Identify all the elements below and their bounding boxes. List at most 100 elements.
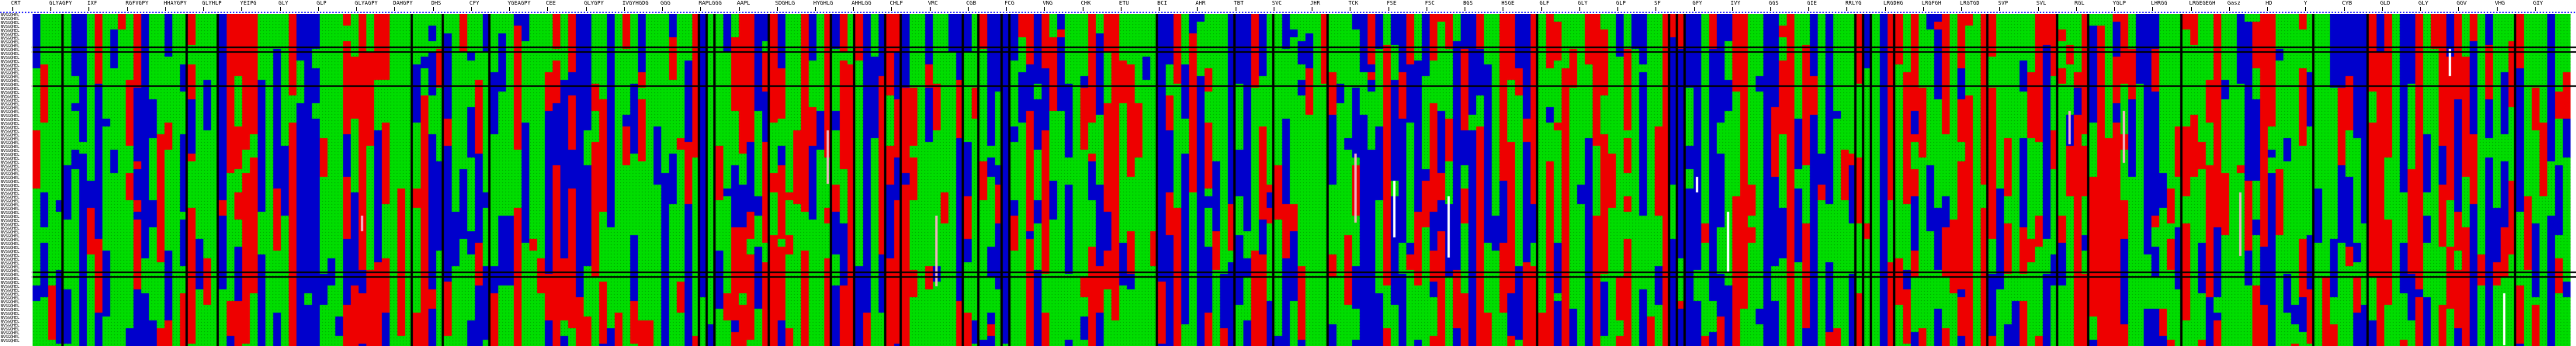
sequence-name[interactable]: NVSGQHEL (1, 308, 20, 313)
sequence-name[interactable]: NVSGQHEL (1, 71, 20, 76)
sequence-name[interactable]: NVSGQHEL (1, 172, 20, 177)
sequence-name[interactable]: NVSGQHEL (1, 176, 20, 181)
sequence-name[interactable]: NVSGQHEL (1, 110, 20, 115)
sequence-name[interactable]: NVSGQHEL (1, 250, 20, 254)
sequence-name[interactable]: NVSGQHEL (1, 114, 20, 119)
sequence-name[interactable]: NVSGQHEL (1, 258, 20, 262)
ruler-dot (1459, 12, 1461, 13)
sequence-name[interactable]: NVSGQHEL (1, 17, 20, 22)
sequence-name[interactable]: NVSGQHEL (1, 87, 20, 92)
sequence-name[interactable]: NVSGQHEL (1, 64, 20, 68)
ruler-dot (1444, 12, 1445, 13)
alignment-heatmap[interactable] (0, 14, 2576, 346)
sequence-name[interactable]: NVSGQHEL (1, 261, 20, 266)
sequence-name[interactable]: NVSGQHEL (1, 246, 20, 251)
sequence-name[interactable]: NVSGQHEL (1, 199, 20, 204)
sequence-name[interactable]: NVSGQHEL (1, 188, 20, 192)
sequence-name[interactable]: NVSGQHEL (1, 207, 20, 212)
sequence-name[interactable]: NVSGQHEL (1, 339, 20, 344)
ruler-dot (2105, 12, 2106, 13)
sequence-name[interactable]: NVSGQHEL (1, 126, 20, 130)
sequence-name[interactable]: NVSGQHEL (1, 281, 20, 285)
sequence-name[interactable]: NVSGQHEL (1, 242, 20, 247)
sequence-name[interactable]: NVSGQHEL (1, 25, 20, 29)
sequence-name[interactable]: NVSGQHEL (1, 91, 20, 95)
sequence-name[interactable]: NVSGQHEL (1, 149, 20, 154)
sequence-name[interactable]: NVSGQHEL (1, 320, 20, 324)
sequence-name[interactable]: NVSGQHEL (1, 254, 20, 258)
sequence-name[interactable]: NVSGQHEL (1, 29, 20, 33)
sequence-name[interactable]: NVSGQHEL (1, 157, 20, 161)
sequence-name[interactable]: NVSGQHEL (1, 141, 20, 146)
ruler-dot (2182, 12, 2184, 13)
sequence-name[interactable]: NVSGQHEL (1, 130, 20, 134)
ruler-dot (661, 12, 663, 13)
sequence-name[interactable]: NVSGQHEL (1, 184, 20, 189)
sequence-name[interactable]: NVSGQHEL (1, 238, 20, 243)
sequence-name[interactable]: NVSGQHEL (1, 292, 20, 297)
sequence-name[interactable]: NVSGQHEL (1, 296, 20, 301)
sequence-name[interactable]: NVSGQHEL (1, 195, 20, 200)
ruler-dot (1844, 12, 1846, 13)
sequence-name[interactable]: NVSGQHEL (1, 79, 20, 84)
sequence-name[interactable]: NVSGQHEL (1, 95, 20, 99)
sequence-name[interactable]: NVSGQHEL (1, 67, 20, 72)
sequence-name[interactable]: NVSGQHEL (1, 153, 20, 157)
sequence-name[interactable]: NVSGQHEL (1, 304, 20, 309)
ruler-dot (224, 12, 225, 13)
sequence-name[interactable]: NVSGQHEL (1, 215, 20, 220)
ruler-label: GLYAGPY (355, 0, 378, 6)
sequence-name[interactable]: NVSGQHEL (1, 327, 20, 332)
sequence-name[interactable]: NVSGQHEL (1, 21, 20, 26)
sequence-name[interactable]: NVSGQHEL (1, 219, 20, 223)
sequence-name[interactable]: NVSGQHEL (1, 164, 20, 169)
sequence-name[interactable]: NVSGQHEL (1, 48, 20, 53)
sequence-name[interactable]: NVSGQHEL (1, 106, 20, 111)
ruler-dot (2291, 12, 2293, 13)
sequence-name[interactable]: NVSGQHEL (1, 56, 20, 61)
sequence-name[interactable]: NVSGQHEL (1, 60, 20, 64)
sequence-name[interactable]: NVSGQHEL (1, 285, 20, 289)
sequence-name[interactable]: NVSGQHEL (1, 223, 20, 227)
sequence-name[interactable]: NVSGQHEL (1, 33, 20, 37)
sequence-name[interactable]: NVSGQHEL (1, 75, 20, 80)
ruler-dot (109, 12, 110, 13)
sequence-name[interactable]: NVSGQHEL (1, 83, 20, 88)
sequence-name[interactable]: NVSGQHEL (1, 118, 20, 123)
sequence-name[interactable]: NVSGQHEL (1, 122, 20, 126)
sequence-name[interactable]: NVSGQHEL (1, 269, 20, 274)
sequence-name[interactable]: NVSGQHEL (1, 227, 20, 231)
sequence-name[interactable]: NVSGQHEL (1, 133, 20, 138)
sequence-name[interactable]: NVSGQHEL (1, 102, 20, 107)
sequence-name[interactable]: NVSGQHEL (1, 180, 20, 185)
sequence-name[interactable]: NVSGQHEL (1, 145, 20, 150)
sequence-name[interactable]: NVSGQHEL (1, 161, 20, 165)
sequence-name[interactable]: NVSGQHEL (1, 211, 20, 216)
sequence-name[interactable]: NVSGQHEL (1, 316, 20, 320)
sequence-name[interactable]: NVSGQHEL (1, 99, 20, 103)
sequence-name[interactable]: NVSGQHEL (1, 289, 20, 293)
sequence-name[interactable]: NVSGQHEL (1, 203, 20, 208)
sequence-name[interactable]: NVSGQHEL (1, 265, 20, 270)
sequence-name[interactable]: NVSGQHEL (1, 273, 20, 278)
sequence-name[interactable]: NVSGQHEL (1, 277, 20, 282)
sequence-name[interactable]: NVSGQHEL (1, 52, 20, 57)
sequence-name[interactable]: NVSGQHEL (1, 168, 20, 173)
ruler-dot (1105, 12, 1107, 13)
sequence-name[interactable]: NVSGQHEL (1, 312, 20, 317)
sequence-name[interactable]: NVSGQHEL (1, 13, 20, 18)
sequence-name[interactable]: NVSGQHEL (1, 192, 20, 196)
sequence-name[interactable]: NVSGQHEL (1, 36, 20, 41)
sequence-name[interactable]: NVSGQHEL (1, 331, 20, 336)
sequence-name[interactable]: NVSGQHEL (1, 44, 20, 49)
sequence-name[interactable]: NVSGQHEL (1, 300, 20, 305)
sequence-name[interactable]: NVSGQHEL (1, 230, 20, 235)
sequence-name[interactable]: NVSGQHEL (1, 324, 20, 328)
sequence-name[interactable]: NVSGQHEL (1, 335, 20, 340)
sequence-name[interactable]: NVSGQHEL (1, 137, 20, 142)
sequence-name[interactable]: NVSGQHEL (1, 40, 20, 45)
ruler-tick (2458, 7, 2460, 11)
ruler-dot (1776, 12, 1777, 13)
sequence-name[interactable]: NVSGQHEL (1, 234, 20, 239)
